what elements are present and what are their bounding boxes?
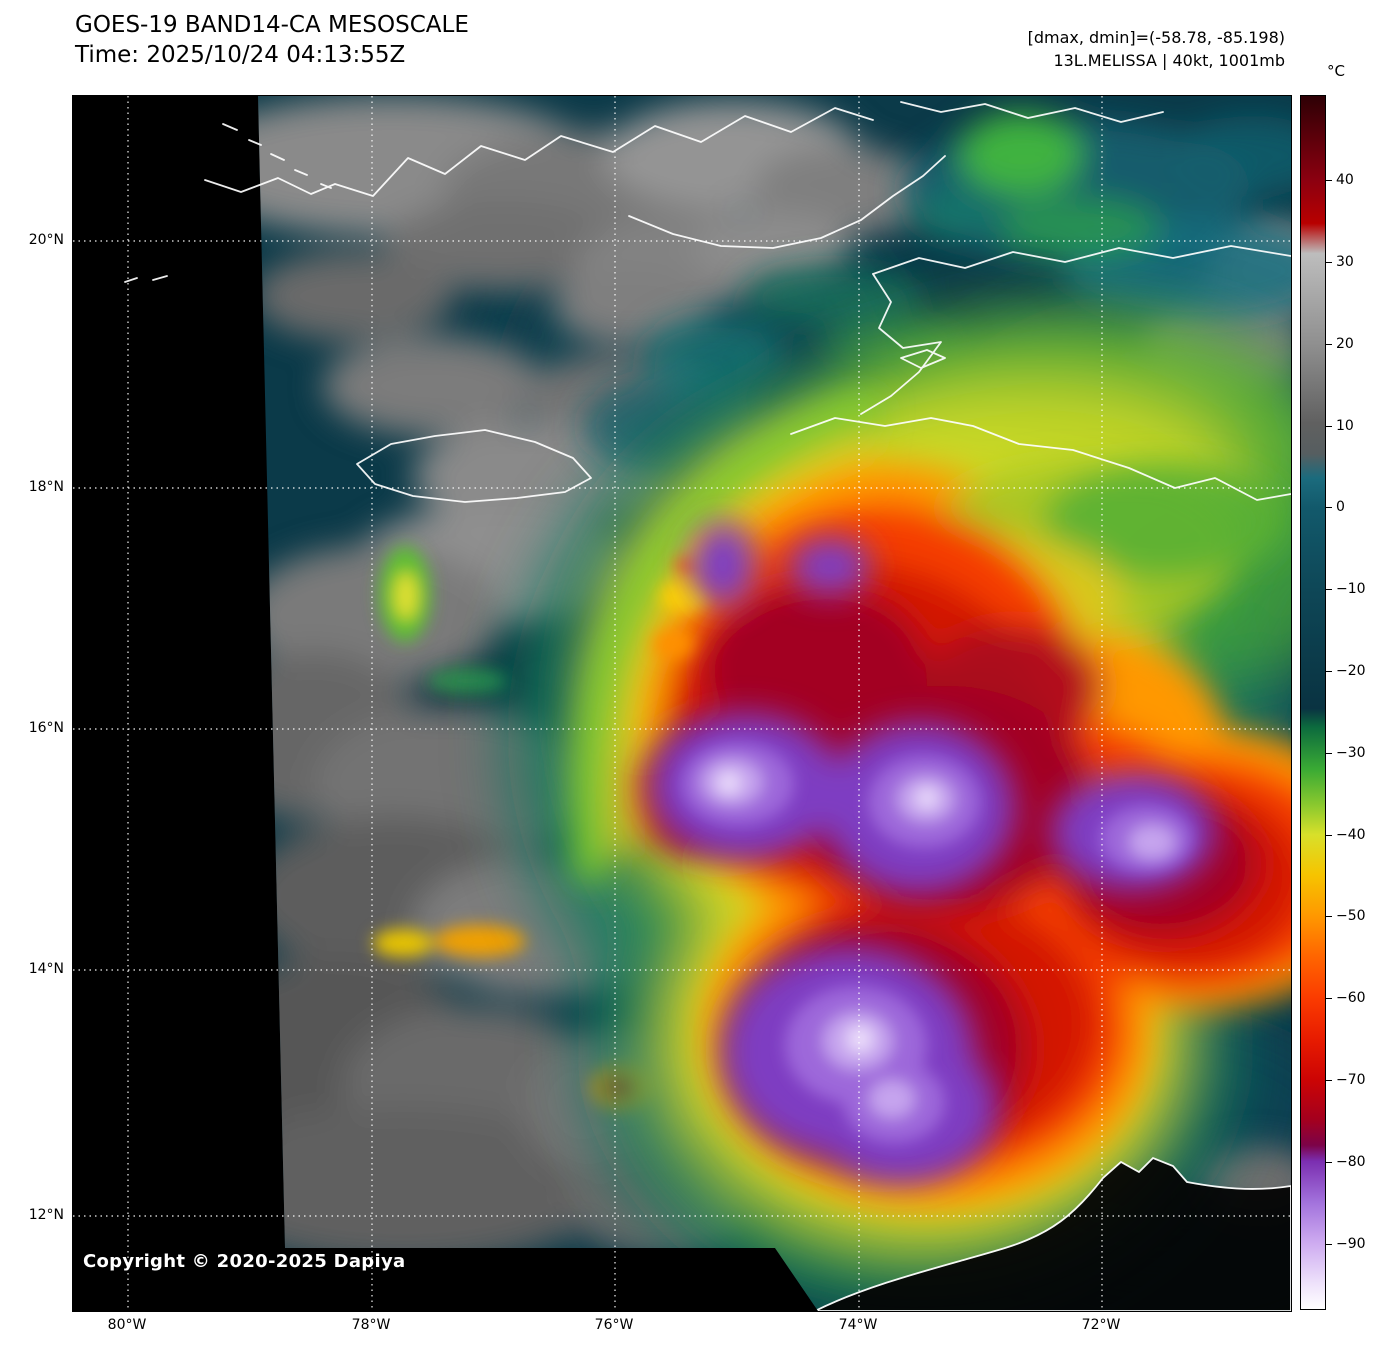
latlon-gridlines	[73, 96, 1291, 1311]
colorbar-tick-20: 20	[1336, 336, 1354, 352]
colorbar-tick-40: 40	[1336, 172, 1354, 188]
colorbar-tick-m70: −70	[1336, 1072, 1366, 1088]
jamaica-coastline	[356, 429, 592, 503]
lon-label-78w: 78°W	[351, 1317, 391, 1333]
colorbar-tickmark	[1326, 344, 1332, 345]
haiti-gulf-coastline	[860, 273, 942, 415]
colorbar-tickmark	[1326, 180, 1332, 181]
page-title: GOES-19 BAND14-CA MESOSCALE	[75, 12, 469, 38]
lat-label-20n: 20°N	[28, 232, 64, 248]
colorbar-tickmark	[1326, 426, 1332, 427]
colorbar-tickmark	[1326, 753, 1332, 754]
lon-label-74w: 74°W	[838, 1317, 878, 1333]
dmax-dmin-readout: [dmax, dmin]=(-58.78, -85.198)	[1027, 28, 1285, 47]
cuba-east-coastline	[628, 155, 946, 249]
lon-label-76w: 76°W	[594, 1317, 634, 1333]
coastlines	[124, 101, 1291, 503]
colorbar-tick-0: 0	[1336, 499, 1345, 515]
colorbar-tick-m50: −50	[1336, 908, 1366, 924]
lon-label-80w: 80°W	[107, 1317, 147, 1333]
colorbar-tickmark	[1326, 1244, 1332, 1245]
cuba-north-coastline	[900, 101, 1164, 123]
lat-label-18n: 18°N	[28, 479, 64, 495]
lat-label-16n: 16°N	[28, 720, 64, 736]
hispaniola-south-coastline	[790, 417, 1291, 501]
colorbar-tickmark	[1326, 916, 1332, 917]
colorbar-tick-30: 30	[1336, 254, 1354, 270]
colorbar-unit-label: °C	[1327, 62, 1345, 80]
satellite-map: Copyright © 2020-2025 Dapiya	[72, 95, 1292, 1312]
lon-label-72w: 72°W	[1081, 1317, 1121, 1333]
colorbar-tick-m90: −90	[1336, 1236, 1366, 1252]
coldest-tops-lavender	[682, 743, 1192, 1143]
storm-info: 13L.MELISSA | 40kt, 1001mb	[1053, 51, 1285, 70]
lat-label-14n: 14°N	[28, 961, 64, 977]
south-america-coastline	[814, 1156, 1291, 1311]
colorbar-tick-m30: −30	[1336, 745, 1366, 761]
timestamp: Time: 2025/10/24 04:13:55Z	[75, 42, 406, 68]
colorbar-tick-m80: −80	[1336, 1154, 1366, 1170]
colorbar-tickmark	[1326, 507, 1332, 508]
colorbar-tickmark	[1326, 262, 1332, 263]
gonave-island	[900, 349, 946, 369]
colorbar-tick-10: 10	[1336, 418, 1354, 434]
copyright-text: Copyright © 2020-2025 Dapiya	[83, 1251, 406, 1272]
cuba-south-coastline	[204, 107, 874, 197]
satellite-imagery	[73, 96, 1291, 1311]
colorbar-tickmark	[1326, 1162, 1332, 1163]
hurricane-cloud-shield	[508, 306, 1291, 1311]
temperature-colorbar	[1300, 95, 1326, 1310]
colorbar-tick-m40: −40	[1336, 827, 1366, 843]
colorbar-tick-m60: −60	[1336, 990, 1366, 1006]
colorbar-tickmark	[1326, 1080, 1332, 1081]
colorbar-tick-m20: −20	[1336, 663, 1366, 679]
colorbar-tickmark	[1326, 998, 1332, 999]
hispaniola-north-coastline	[872, 245, 1291, 275]
lat-label-12n: 12°N	[28, 1207, 64, 1223]
colorbar-tickmark	[1326, 589, 1332, 590]
colorbar-tickmark	[1326, 671, 1332, 672]
cays-islets	[124, 123, 332, 283]
colorbar-tickmark	[1326, 835, 1332, 836]
colorbar-tick-m10: −10	[1336, 581, 1366, 597]
